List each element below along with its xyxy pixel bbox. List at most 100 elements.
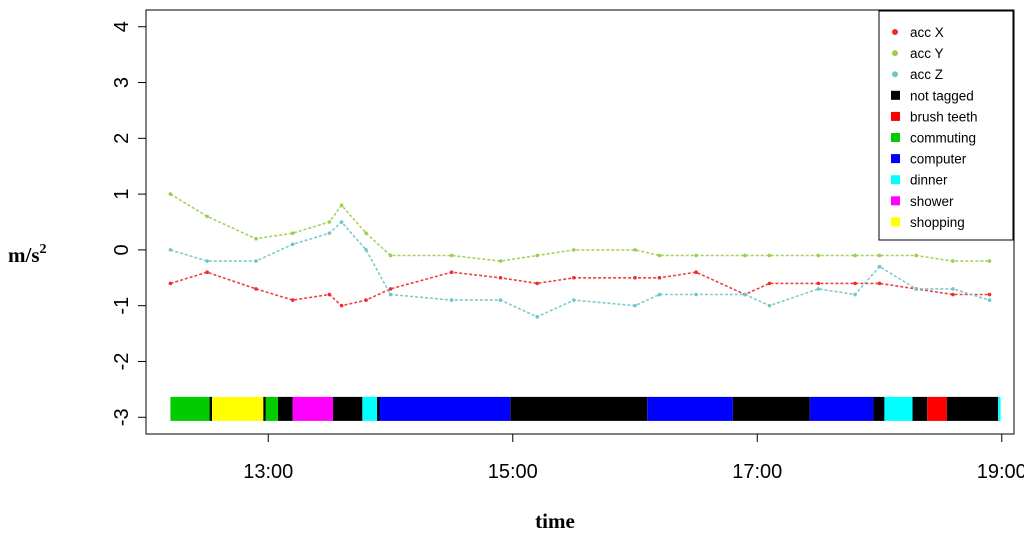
data-point xyxy=(339,303,344,308)
data-point xyxy=(364,231,368,235)
data-point xyxy=(535,281,540,286)
data-point xyxy=(767,253,772,258)
activity-segment-not-tagged xyxy=(377,396,380,421)
data-point xyxy=(877,264,882,269)
y-axis-title-superscript: 2 xyxy=(40,242,47,257)
activity-band xyxy=(170,396,1001,421)
data-point xyxy=(633,275,637,280)
legend-label: dinner xyxy=(910,173,948,188)
data-point xyxy=(694,253,698,258)
activity-segment-shower xyxy=(292,396,334,421)
data-point xyxy=(853,281,857,286)
data-point xyxy=(168,192,173,196)
legend-label: shopping xyxy=(910,215,965,230)
legend-marker xyxy=(891,133,900,142)
y-tick-label: 0 xyxy=(111,244,133,255)
legend-marker xyxy=(892,71,898,78)
data-point xyxy=(205,270,209,275)
legend-label: computer xyxy=(910,152,967,167)
legend-marker xyxy=(891,90,900,100)
activity-segment-dinner xyxy=(362,396,378,421)
data-point xyxy=(388,287,393,291)
data-point xyxy=(364,248,368,252)
data-point xyxy=(535,253,540,258)
legend-label: commuting xyxy=(910,131,976,146)
data-point xyxy=(951,287,955,291)
data-point xyxy=(657,275,662,280)
y-tick-label: 3 xyxy=(111,77,133,88)
legend-marker xyxy=(891,154,900,164)
data-point xyxy=(853,253,857,258)
activity-segment-not-tagged xyxy=(278,396,293,421)
data-point xyxy=(572,275,576,280)
data-point xyxy=(388,253,393,258)
legend: acc X acc Y acc Z not tagged brush teeth comm… xyxy=(878,10,1014,241)
data-point xyxy=(853,292,857,297)
data-point xyxy=(816,253,821,258)
data-point xyxy=(168,281,173,286)
series-line-acc-y xyxy=(170,193,990,262)
activity-segment-not-tagged xyxy=(209,396,213,421)
activity-segment-not-tagged xyxy=(510,396,648,421)
data-point xyxy=(290,231,295,235)
data-point xyxy=(694,292,698,297)
data-point xyxy=(498,259,503,263)
data-point xyxy=(987,292,992,297)
activity-segment-shopping xyxy=(212,396,264,421)
activity-segment-computer xyxy=(647,396,733,421)
data-point xyxy=(449,298,454,302)
data-point xyxy=(449,270,454,275)
data-point xyxy=(816,281,821,286)
data-point xyxy=(254,287,258,291)
activity-segment-not-tagged xyxy=(912,396,928,421)
legend-marker xyxy=(891,196,900,206)
y-tick-label: -1 xyxy=(111,297,133,315)
activity-segment-commuting xyxy=(265,396,279,421)
legend-label: acc X xyxy=(910,25,944,40)
data-point xyxy=(914,253,918,258)
data-point xyxy=(633,248,637,252)
data-point xyxy=(987,259,992,263)
data-point xyxy=(388,292,393,297)
activity-segment-commuting xyxy=(170,396,210,421)
x-axis-title: time xyxy=(535,509,575,533)
data-point xyxy=(816,287,821,291)
activity-segment-computer xyxy=(809,396,874,421)
data-point xyxy=(290,242,295,247)
series-line-acc-z xyxy=(170,220,990,318)
data-point xyxy=(767,281,772,286)
y-axis-title-base: m/s xyxy=(8,243,40,267)
data-point xyxy=(914,287,918,291)
activity-segment-brush-teeth xyxy=(927,396,947,421)
activity-segment-dinner xyxy=(998,396,1001,421)
data-point xyxy=(633,303,637,308)
data-point xyxy=(743,253,747,258)
legend-label: acc Y xyxy=(910,46,944,61)
activity-segment-not-tagged xyxy=(946,396,999,421)
series-layer xyxy=(168,192,992,319)
data-point xyxy=(498,298,503,302)
data-point xyxy=(339,203,344,208)
activity-segment-not-tagged xyxy=(873,396,885,421)
data-point xyxy=(205,214,209,219)
activity-segment-not-tagged xyxy=(263,396,266,421)
data-point xyxy=(535,315,540,319)
x-tick-label: 19:00 xyxy=(977,461,1024,483)
y-tick-label: -3 xyxy=(111,408,133,426)
plot-frame xyxy=(145,9,1015,435)
data-point xyxy=(254,236,258,241)
data-point xyxy=(254,259,258,263)
data-point xyxy=(572,248,576,252)
x-tick-label: 17:00 xyxy=(732,461,782,483)
data-point xyxy=(877,281,882,286)
data-point xyxy=(205,259,209,263)
data-point xyxy=(572,298,576,302)
x-tick-label: 13:00 xyxy=(243,461,293,483)
data-point xyxy=(327,231,332,235)
legend-label: brush teeth xyxy=(910,109,978,124)
data-point xyxy=(877,253,882,258)
legend-marker xyxy=(892,50,898,57)
y-tick-label: 1 xyxy=(111,189,133,200)
activity-segment-not-tagged xyxy=(333,396,363,421)
data-point xyxy=(339,220,344,224)
